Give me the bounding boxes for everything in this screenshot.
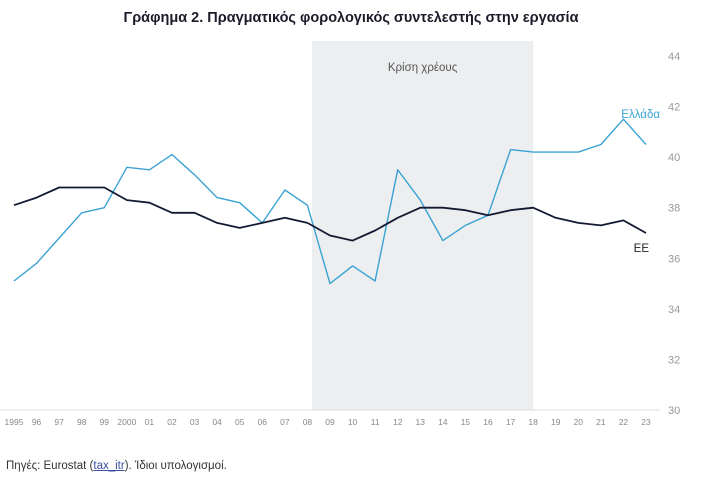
x-tick-label: 97 <box>54 417 64 427</box>
x-tick-label: 07 <box>280 417 290 427</box>
x-tick-label: 23 <box>641 417 651 427</box>
x-tick-label: 01 <box>145 417 155 427</box>
legend-label-eu: ΕΕ <box>634 243 650 255</box>
x-tick-label: 2000 <box>117 417 136 427</box>
x-tick-label: 96 <box>32 417 42 427</box>
source-note: Πηγές: Eurostat (tax_itr). Ίδιοι υπολογι… <box>6 460 227 472</box>
x-tick-label: 16 <box>483 417 493 427</box>
x-tick-label: 12 <box>393 417 403 427</box>
x-tick-label: 13 <box>416 417 426 427</box>
y-tick-label: 40 <box>668 152 680 164</box>
x-tick-label: 14 <box>438 417 448 427</box>
x-tick-label: 09 <box>325 417 335 427</box>
x-tick-label: 22 <box>619 417 629 427</box>
x-tick-label: 03 <box>190 417 200 427</box>
x-tick-label: 15 <box>461 417 471 427</box>
source-prefix: Πηγές: Eurostat ( <box>6 460 94 472</box>
y-tick-label: 36 <box>668 253 680 265</box>
y-tick-label: 34 <box>668 304 680 316</box>
y-tick-label: 42 <box>668 102 680 114</box>
x-tick-label: 06 <box>258 417 268 427</box>
x-tick-label: 18 <box>528 417 538 427</box>
x-tick-label: 98 <box>77 417 87 427</box>
x-tick-label: 08 <box>303 417 313 427</box>
x-tick-label: 17 <box>506 417 516 427</box>
x-tick-label: 19 <box>551 417 561 427</box>
source-suffix: ). Ίδιοι υπολογισμοί. <box>124 460 227 472</box>
shaded-region-debt-crisis <box>311 41 534 410</box>
tax-itr-link[interactable]: tax_itr <box>93 460 125 472</box>
x-tick-label: 04 <box>212 417 222 427</box>
x-tick-label: 21 <box>596 417 606 427</box>
x-tick-label: 02 <box>167 417 177 427</box>
shaded-region-label: Κρίση χρέους <box>388 62 458 74</box>
y-tick-label: 38 <box>668 203 680 215</box>
legend-label-greece: Ελλάδα <box>621 109 660 121</box>
chart-title: Γράφημα 2. Πραγματικός φορολογικός συντε… <box>123 10 579 26</box>
x-tick-label: 99 <box>100 417 110 427</box>
x-tick-label: 20 <box>574 417 584 427</box>
y-tick-label: 44 <box>668 51 680 63</box>
line-chart: Κρίση χρέους 30 32 34 36 38 40 42 44 1995 96 97 98 99… <box>0 41 680 427</box>
y-tick-label: 30 <box>668 405 680 417</box>
x-tick-label: 11 <box>371 417 380 427</box>
y-tick-label: 32 <box>668 354 680 366</box>
x-tick-label: 05 <box>235 417 245 427</box>
x-tick-label: 1995 <box>5 417 24 427</box>
x-tick-label: 10 <box>348 417 358 427</box>
